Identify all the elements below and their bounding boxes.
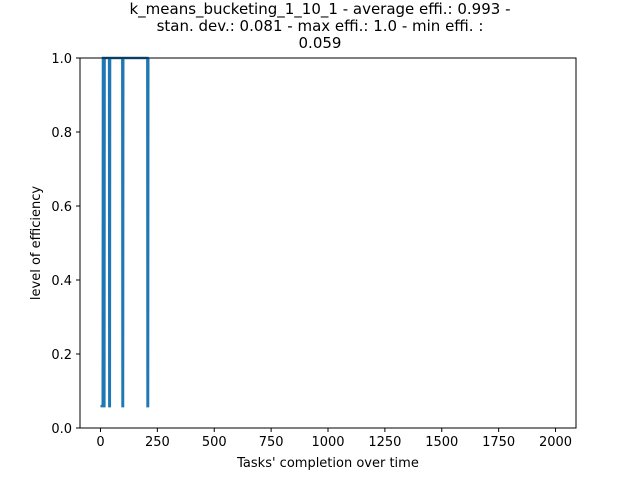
y-tick-label: 0.0 bbox=[51, 422, 72, 437]
x-tick-label: 1250 bbox=[368, 435, 401, 450]
chart-title-line-1: k_means_bucketing_1_10_1 - average effi.… bbox=[129, 0, 511, 18]
y-axis-label: level of efficiency bbox=[29, 186, 44, 300]
y-tick-label: 0.4 bbox=[51, 274, 72, 289]
y-axis-ticks: 0.0 0.2 0.4 0.6 0.8 1.0 bbox=[51, 52, 80, 437]
efficiency-series-line bbox=[100, 56, 150, 408]
x-tick-label: 750 bbox=[259, 435, 284, 450]
x-tick-label: 500 bbox=[202, 435, 227, 450]
x-tick-label: 1000 bbox=[311, 435, 344, 450]
x-tick-label: 250 bbox=[145, 435, 170, 450]
y-tick-label: 0.6 bbox=[51, 200, 72, 215]
plot-frame bbox=[79, 57, 577, 429]
chart-title-line-3: 0.059 bbox=[298, 34, 342, 52]
y-tick-label: 1.0 bbox=[51, 52, 72, 67]
x-tick-label: 1750 bbox=[482, 435, 515, 450]
y-tick-label: 0.8 bbox=[51, 126, 72, 141]
chart-title-line-2: stan. dev.: 0.081 - max effi.: 1.0 - min… bbox=[156, 17, 484, 35]
x-tick-label: 0 bbox=[96, 435, 104, 450]
series-layer bbox=[100, 56, 150, 408]
x-axis-ticks: 0 250 500 750 1000 1250 1500 1750 2000 bbox=[96, 428, 572, 450]
y-tick-label: 0.2 bbox=[51, 348, 72, 363]
x-tick-label: 2000 bbox=[539, 435, 572, 450]
x-axis-label: Tasks' completion over time bbox=[236, 456, 419, 471]
x-tick-label: 1500 bbox=[425, 435, 458, 450]
